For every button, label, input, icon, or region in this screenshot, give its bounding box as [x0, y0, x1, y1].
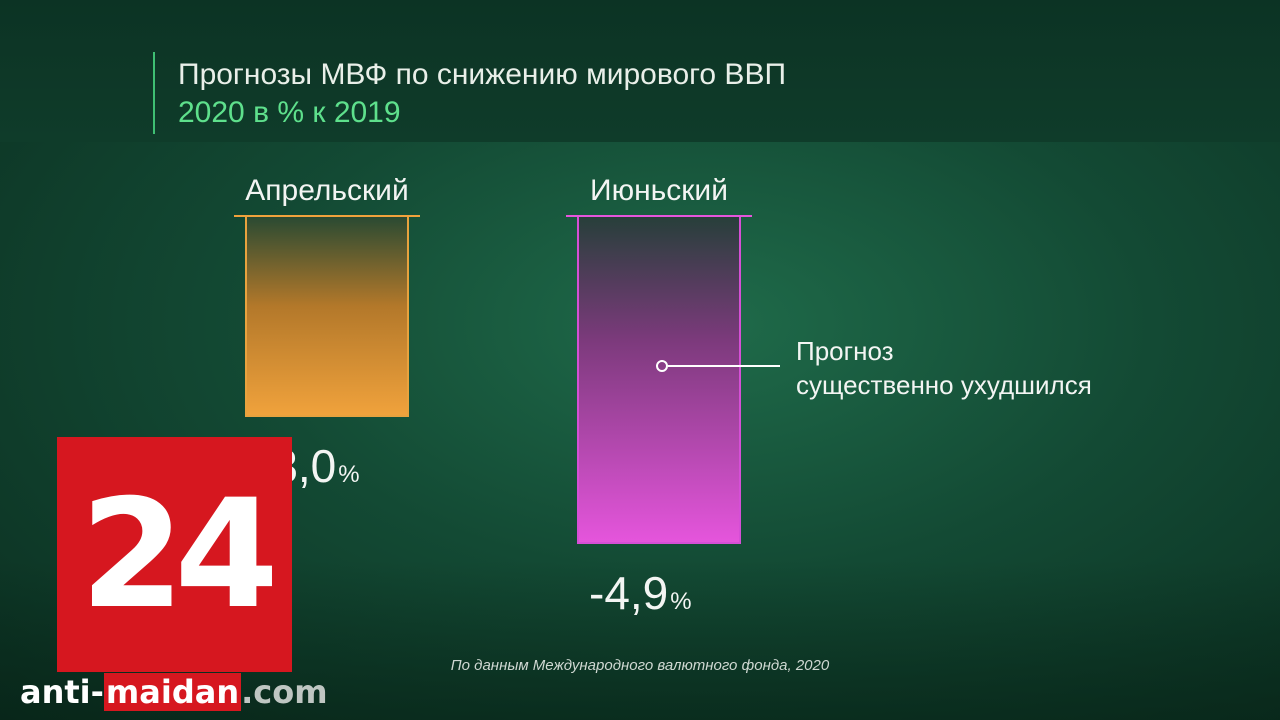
channel-24-logo: 24	[57, 437, 292, 672]
category-label: Апрельский	[245, 174, 409, 207]
watermark: anti-maidan.com	[20, 672, 328, 712]
source-note: По данным Международного валютного фонда…	[450, 657, 830, 674]
bar-baseline	[566, 215, 752, 217]
logo-text: 24	[80, 467, 279, 642]
value-label: -4,9%	[589, 566, 692, 620]
chart-subtitle: 2020 в % к 2019	[178, 96, 401, 129]
annotation-line-2: существенно ухудшился	[796, 370, 1092, 400]
annotation-line-1: Прогноз	[796, 336, 894, 366]
watermark-part-2: maidan	[103, 673, 242, 711]
bar	[577, 217, 741, 544]
value-unit: %	[338, 461, 360, 488]
chart-title: Прогнозы МВФ по снижению мирового ВВП	[178, 58, 787, 91]
watermark-part-1: anti-	[20, 673, 104, 711]
bar-baseline	[234, 215, 420, 217]
value-unit: %	[670, 587, 692, 615]
watermark-part-3: .com	[241, 673, 328, 711]
bar	[245, 217, 409, 417]
annotation-text: Прогноз существенно ухудшился	[796, 334, 1092, 402]
annotation-marker	[656, 360, 668, 372]
header-band	[0, 0, 1280, 142]
category-label: Июньский	[590, 174, 728, 207]
title-accent-line	[153, 52, 155, 134]
annotation-leader-line	[668, 365, 780, 367]
value-number: -4,9	[589, 566, 669, 619]
